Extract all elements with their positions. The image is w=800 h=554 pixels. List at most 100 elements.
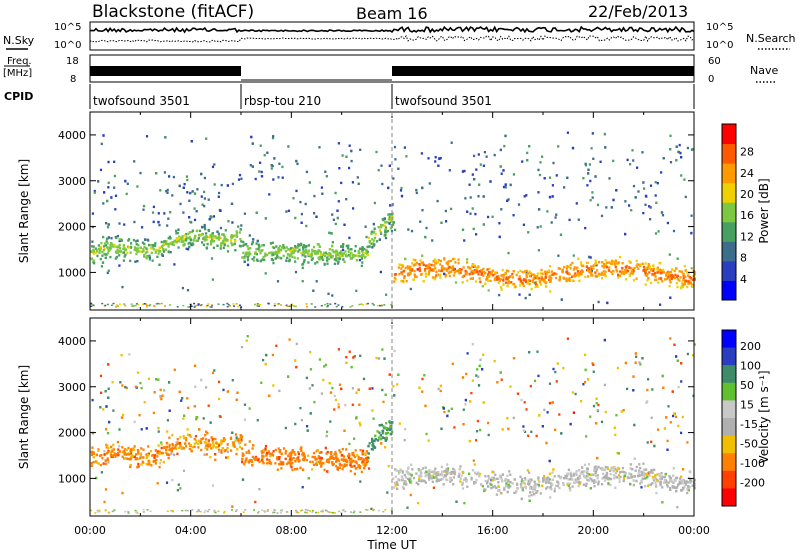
range-gate-point (666, 483, 669, 486)
range-gate-point (403, 481, 406, 484)
range-gate-point (529, 491, 532, 494)
range-gate-point (183, 414, 186, 417)
range-gate-point (656, 182, 659, 185)
range-gate-point (259, 251, 262, 255)
ground-scatter-point (293, 305, 295, 307)
range-gate-point (467, 266, 470, 269)
range-gate-point (413, 269, 416, 273)
range-gate-point (282, 462, 285, 466)
range-gate-point (251, 241, 254, 244)
range-gate-point (680, 287, 683, 290)
range-gate-point (397, 472, 400, 475)
range-gate-point (360, 257, 363, 260)
range-gate-point (166, 419, 169, 422)
range-gate-point (457, 261, 460, 265)
range-gate-point (350, 149, 353, 153)
range-gate-point (365, 450, 368, 453)
range-gate-point (239, 434, 242, 437)
range-gate-point (262, 256, 265, 259)
range-gate-point (302, 452, 305, 455)
range-gate-point (592, 267, 595, 270)
range-gate-point (677, 385, 680, 389)
range-gate-point (439, 273, 442, 277)
range-gate-point (604, 274, 607, 278)
range-gate-point (107, 181, 110, 184)
range-gate-point (259, 144, 262, 147)
range-gate-point (650, 269, 653, 272)
range-gate-point (138, 414, 141, 417)
range-gate-point (656, 266, 659, 269)
range-gate-point (381, 436, 384, 439)
range-gate-point (654, 232, 658, 235)
range-gate-point (301, 266, 304, 269)
range-gate-point (605, 206, 608, 209)
range-gate-point (416, 268, 419, 271)
range-gate-point (452, 467, 455, 471)
range-gate-point (419, 273, 423, 276)
nave-tick-top: 60 (708, 56, 721, 67)
range-gate-point (589, 487, 592, 490)
range-gate-point (335, 460, 338, 463)
range-gate-point (543, 177, 546, 180)
range-gate-point (109, 255, 112, 259)
range-gate-point (165, 242, 168, 245)
range-gate-point (552, 367, 555, 371)
range-gate-point (240, 224, 243, 227)
range-gate-point (284, 249, 288, 253)
range-gate-point (157, 426, 160, 430)
range-gate-point (602, 270, 605, 273)
range-gate-point (133, 420, 136, 424)
range-gate-point (415, 191, 418, 195)
range-gate-point (318, 249, 321, 252)
range-gate-point (590, 269, 593, 273)
range-gate-point (354, 455, 357, 459)
range-gate-point (608, 477, 611, 480)
range-gate-point (538, 281, 542, 284)
range-gate-point (693, 277, 696, 280)
range-gate-point (558, 486, 561, 490)
range-gate-point (99, 168, 103, 172)
range-gate-point (600, 214, 604, 218)
range-gate-point (145, 462, 148, 466)
range-gate-point (597, 300, 600, 304)
range-gate-point (588, 479, 591, 482)
range-gate-point (568, 279, 571, 282)
range-gate-point (300, 251, 303, 254)
range-gate-point (532, 486, 535, 489)
range-gate-point (270, 167, 273, 170)
range-gate-point (106, 226, 110, 229)
range-gate-point (158, 263, 161, 266)
range-gate-point (403, 438, 406, 442)
range-gate-point (231, 182, 234, 186)
range-gate-point (149, 247, 152, 250)
freq-bar-2 (392, 66, 694, 76)
range-gate-point (421, 209, 424, 212)
range-gate-point (494, 473, 497, 476)
range-gate-point (294, 460, 297, 463)
range-gate-point (110, 455, 113, 459)
range-gate-point (136, 371, 140, 374)
range-gate-point (424, 267, 427, 271)
range-gate-point (608, 266, 611, 269)
range-gate-point (425, 470, 428, 473)
range-gate-point (479, 280, 482, 284)
range-gate-point (444, 275, 447, 278)
range-gate-point (421, 377, 424, 381)
range-gate-point (294, 245, 297, 248)
range-gate-point (543, 474, 546, 478)
range-gate-point (143, 242, 146, 246)
range-gate-point (330, 255, 333, 259)
range-gate-point (668, 278, 671, 282)
range-gate-point (255, 457, 258, 460)
range-gate-point (297, 250, 300, 253)
ground-scatter-point (149, 304, 152, 306)
range-gate-point (159, 246, 162, 249)
range-gate-point (632, 483, 635, 487)
range-gate-point (629, 482, 632, 486)
range-gate-point (268, 394, 271, 397)
range-gate-point (185, 236, 188, 239)
range-gate-point (589, 256, 592, 259)
range-gate-point (343, 429, 346, 432)
range-gate-point (197, 509, 200, 512)
range-gate-point (354, 254, 357, 257)
